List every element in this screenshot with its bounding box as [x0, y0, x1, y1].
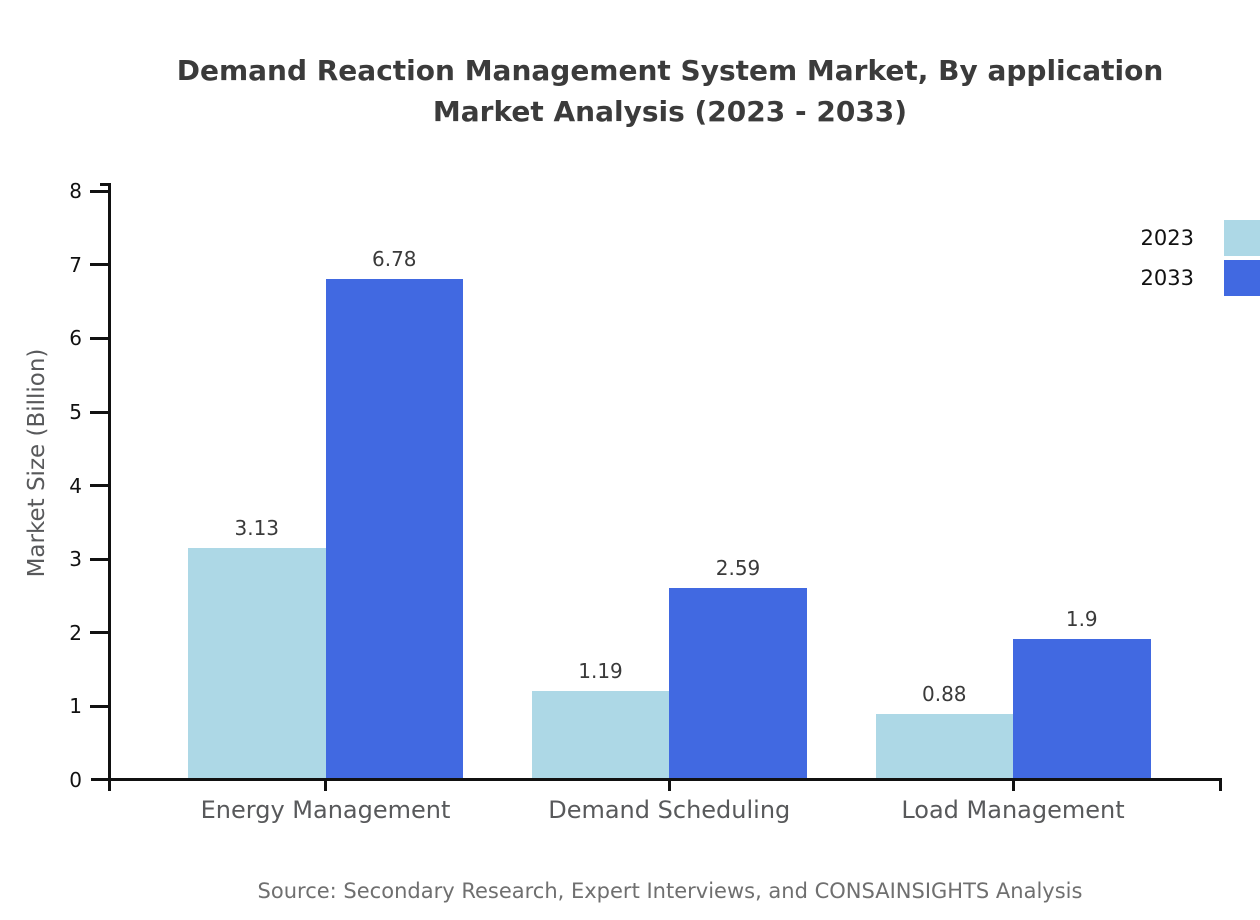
y-axis-tick-label: 4 [69, 473, 82, 498]
y-axis-tick [90, 410, 108, 414]
legend-swatch [1224, 220, 1260, 256]
y-axis-tick [90, 189, 108, 193]
chart-title: Demand Reaction Management System Market… [90, 50, 1250, 132]
y-axis-tick [90, 263, 108, 267]
x-axis-tick [324, 781, 327, 791]
legend-label: 2033 [1140, 265, 1194, 290]
y-axis-tick-label: 2 [69, 620, 82, 645]
y-axis-tick-label: 1 [69, 694, 82, 719]
x-axis-category-label-load-management: Load Management [901, 796, 1125, 824]
y-axis-tick-label: 8 [69, 179, 82, 204]
bar-value-label-2033-energy-management: 6.78 [371, 247, 417, 272]
chart-title-line1: Demand Reaction Management System Market… [176, 54, 1164, 87]
y-axis-end-cap [100, 183, 109, 186]
plot-area: 0 1 2 3 4 5 6 7 8 3.13 6.78 Energy Management 1.19 2.… [69, 179, 1222, 824]
legend-swatch [1224, 259, 1260, 296]
bar-2033-energy-management [325, 279, 463, 781]
y-axis-tick [90, 631, 108, 635]
bar-value-label-2023-energy-management: 3.13 [234, 516, 280, 541]
y-axis-tick [90, 484, 108, 488]
legend-item-2033: 2033 [1140, 259, 1260, 296]
bar-2023-load-management [875, 713, 1013, 781]
bar-value-label-2023-demand-scheduling: 1.19 [578, 658, 623, 683]
y-axis-tick-label: 0 [69, 768, 82, 792]
x-axis-spine [91, 778, 1222, 781]
x-axis-tick [1011, 781, 1015, 791]
bar-value-label-2033-demand-scheduling: 2.59 [715, 555, 761, 580]
bar-2023-demand-scheduling [531, 690, 670, 781]
y-axis-title: Market Size (Billion) [24, 348, 50, 578]
y-axis-tick [90, 557, 108, 561]
bar-2033-demand-scheduling [669, 587, 807, 781]
x-axis-category-label-energy-management: Energy Management [200, 796, 451, 824]
x-axis-end-cap [1219, 778, 1222, 791]
x-axis-category-label-demand-scheduling: Demand Scheduling [548, 796, 791, 824]
y-axis-tick-label: 7 [69, 252, 82, 277]
bar-value-label-2023-load-management: 0.88 [921, 681, 967, 706]
legend-item-2023: 2023 [1141, 220, 1260, 256]
y-axis-tick [90, 336, 108, 340]
chart-title-line2: Market Analysis (2023 - 2033) [432, 95, 908, 128]
y-axis-tick [90, 704, 108, 708]
y-axis-spine [108, 183, 111, 791]
x-axis-tick [667, 781, 671, 791]
y-axis-tick-label: 6 [69, 326, 82, 351]
legend-label: 2023 [1140, 226, 1194, 250]
legend: 2023 2033 [1141, 220, 1260, 296]
y-axis-tick-label: 3 [69, 547, 82, 572]
source-note: Source: Secondary Research, Expert Inter… [257, 879, 1083, 903]
bar-2023-energy-management [188, 548, 326, 781]
bar-2033-load-management [1013, 638, 1151, 781]
y-axis-tick-label: 5 [69, 400, 82, 424]
bar-value-label-2033-load-management: 1.9 [1065, 606, 1098, 631]
